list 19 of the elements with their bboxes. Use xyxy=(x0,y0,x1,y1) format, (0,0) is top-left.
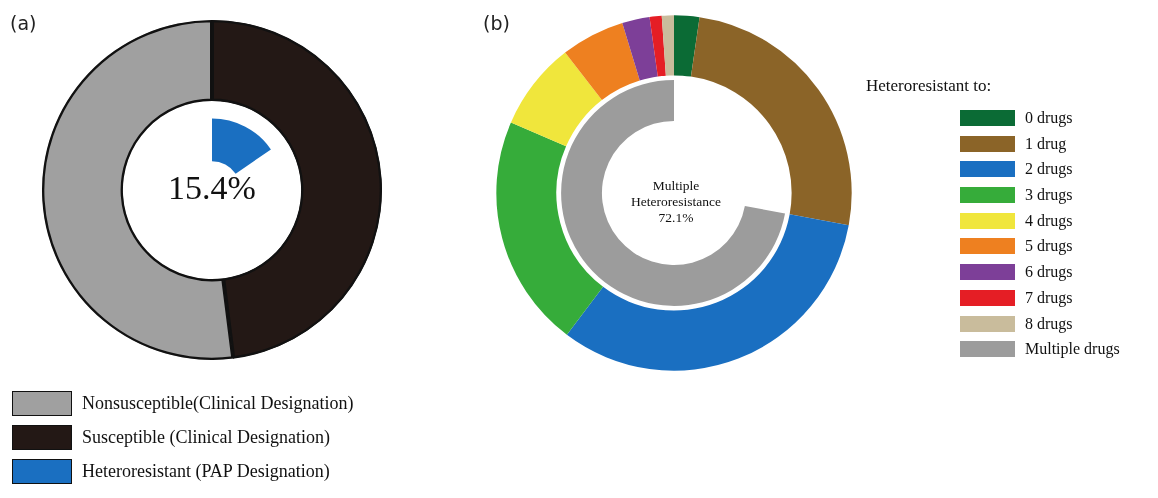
legend-label: 4 drugs xyxy=(1025,211,1073,229)
legend-label: 5 drugs xyxy=(1025,237,1073,255)
legend-title: Heteroresistant to: xyxy=(866,76,993,96)
legend-label: 0 drugs xyxy=(1025,109,1073,126)
legend-label: 1 drug xyxy=(1025,134,1067,152)
legend-label: Nonsusceptible(Clinical Designation) xyxy=(82,392,354,415)
legend-label: 8 drugs xyxy=(1025,314,1073,332)
legend-label: Susceptible (Clinical Designation) xyxy=(82,426,330,449)
legend-label: 3 drugs xyxy=(1025,186,1073,204)
text: Multiple Heteroresistance xyxy=(630,178,722,211)
legend-label: 2 drugs xyxy=(1025,160,1073,178)
chart-title: (b) xyxy=(483,12,510,34)
data-label: 72.1% xyxy=(657,210,695,227)
legend-label: Multiple drugs xyxy=(1025,340,1120,358)
legend-label: Heteroresistant (PAP Designation) xyxy=(82,460,330,483)
legend-label: 6 drugs xyxy=(1025,263,1073,281)
legend-label: 7 drugs xyxy=(1025,288,1073,306)
chart-title: (a) xyxy=(10,12,37,34)
data-label: 15.4% xyxy=(167,168,257,208)
